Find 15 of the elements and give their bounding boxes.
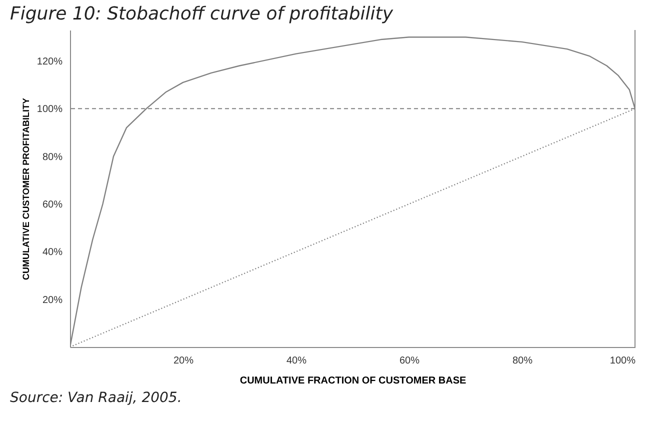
x-tick-label: 20%	[173, 356, 194, 366]
x-tick-label: 40%	[286, 356, 307, 366]
y-tick-label: 60%	[42, 199, 63, 210]
y-tick-label: 120%	[36, 56, 63, 68]
y-tick-label: 40%	[42, 247, 63, 258]
x-tick-label: 80%	[512, 356, 533, 366]
source-note: Source: Van Raaij, 2005.	[10, 390, 182, 406]
y-tick-label: 100%	[36, 104, 63, 116]
x-tick-label: 100%	[610, 356, 636, 366]
y-tick-label: 20%	[42, 294, 63, 306]
y-axis-title: CUMULATIVE CUSTOMER PROFITABILITY	[20, 98, 31, 280]
x-tick-label: 60%	[399, 356, 420, 366]
y-tick-label: 80%	[42, 152, 63, 163]
x-axis-title: CUMULATIVE FRACTION OF CUSTOMER BASE	[240, 376, 466, 386]
chart-title: Figure 10: Stobachoff curve of profitability	[10, 4, 394, 24]
